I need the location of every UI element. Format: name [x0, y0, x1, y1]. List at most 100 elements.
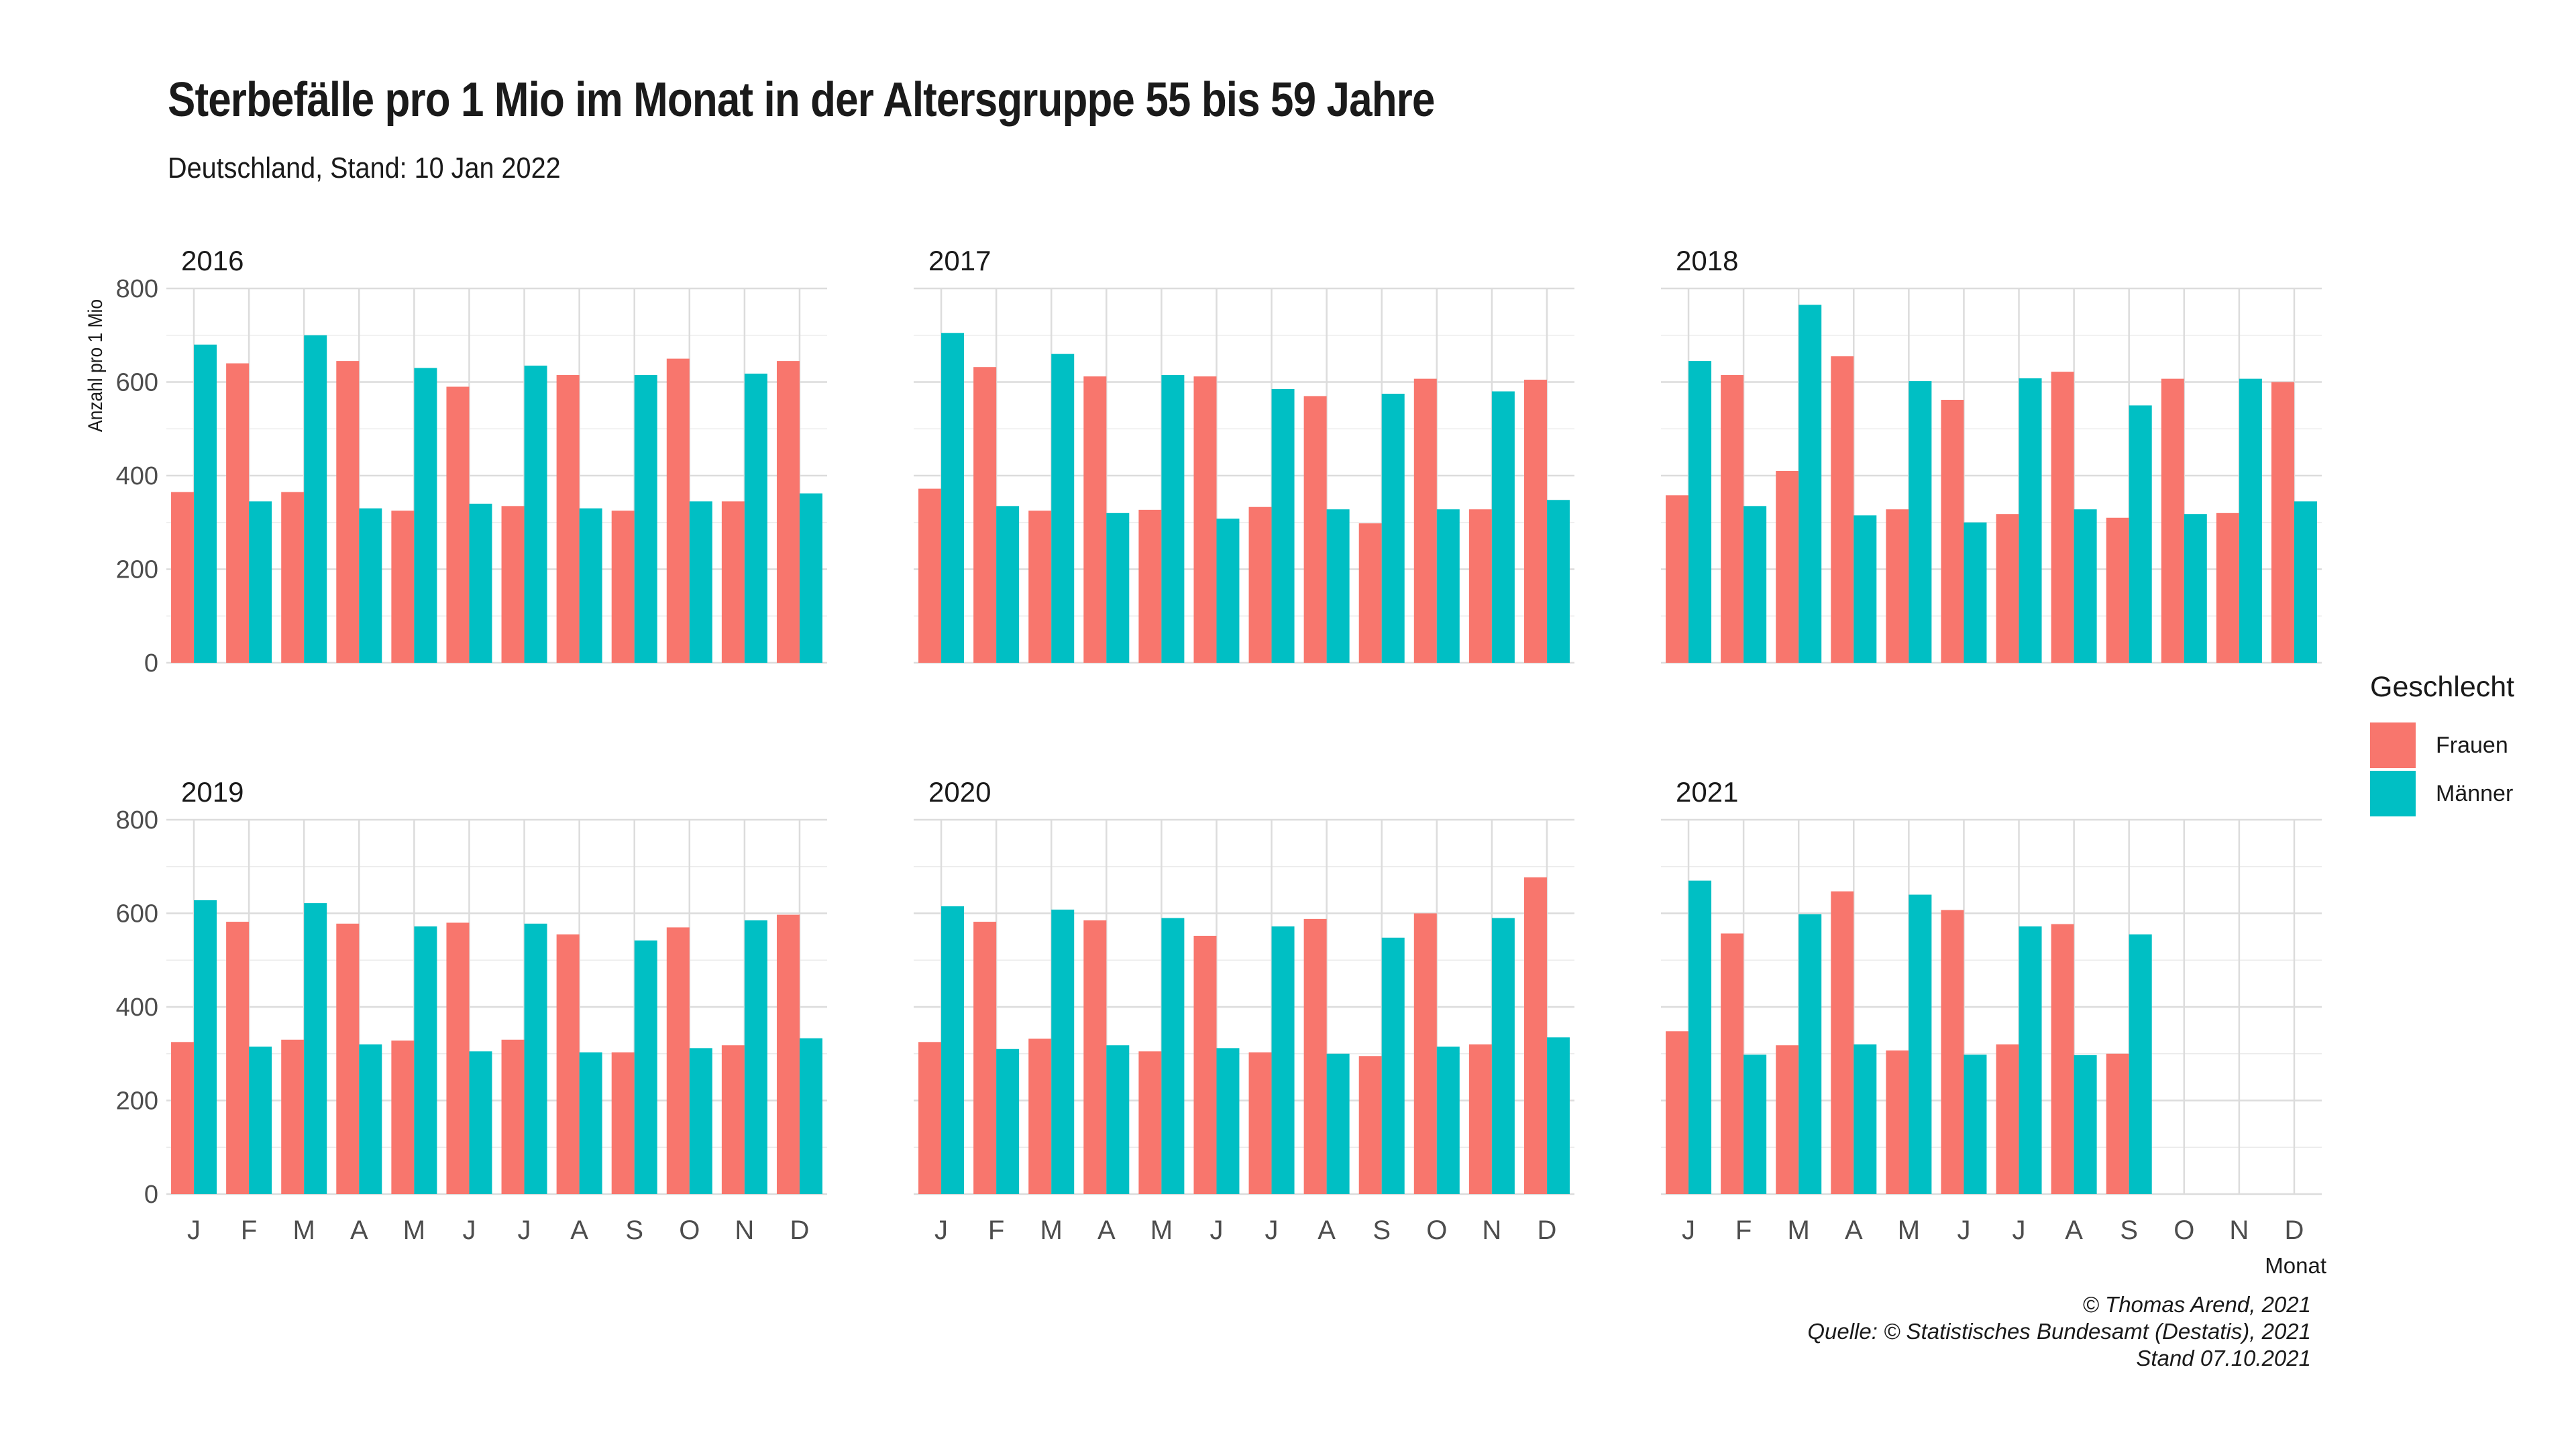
x-tick-label: D	[2285, 1216, 2304, 1245]
legend-label-frauen: Frauen	[2436, 732, 2508, 758]
bar-maenner	[579, 508, 602, 663]
bar-maenner	[1743, 1055, 1767, 1194]
bar-frauen	[1028, 1038, 1052, 1194]
facet-panel-2020: 2020 J F M A M J J A S O N D	[914, 776, 1574, 1245]
x-tick-label: M	[1898, 1216, 1920, 1245]
x-tick-label: M	[293, 1216, 315, 1245]
bar-frauen	[611, 511, 635, 663]
caption-source: Quelle: © Statistisches Bundesamt (Desta…	[1807, 1319, 2311, 1344]
bar-frauen	[446, 386, 470, 663]
bar-frauen	[281, 1039, 305, 1194]
bar-maenner	[1909, 381, 1932, 663]
bar-frauen	[336, 923, 360, 1194]
bar-maenner	[414, 926, 437, 1194]
bar-frauen	[1941, 910, 1964, 1194]
bar-frauen	[226, 363, 250, 663]
bar-maenner	[1381, 937, 1405, 1194]
facet-label: 2016	[181, 245, 244, 276]
bar-maenner	[1326, 1053, 1350, 1194]
x-tick-label: J	[934, 1216, 948, 1245]
y-tick-label: 600	[116, 900, 158, 928]
bar-frauen	[1248, 506, 1272, 663]
x-tick-label: D	[790, 1216, 810, 1245]
x-tick-label: O	[2174, 1216, 2194, 1245]
bar-maenner	[1491, 918, 1515, 1194]
bar-maenner	[2239, 378, 2262, 663]
bar-maenner	[359, 1044, 382, 1194]
bar-frauen	[1666, 495, 1689, 663]
bar-frauen	[918, 1042, 942, 1194]
bar-maenner	[579, 1052, 602, 1194]
bar-frauen	[2051, 372, 2074, 663]
bar-maenner	[1106, 513, 1130, 663]
facet-panel-2017: 2017	[914, 245, 1574, 664]
bar-maenner	[2019, 378, 2042, 663]
x-tick-label: N	[2229, 1216, 2249, 1245]
bar-frauen	[336, 361, 360, 663]
bar-frauen	[1248, 1052, 1272, 1194]
x-tick-label: N	[735, 1216, 754, 1245]
x-tick-label: A	[1318, 1216, 1336, 1245]
y-tick-label: 800	[116, 806, 158, 835]
y-tick-label: 200	[116, 1087, 158, 1116]
bar-maenner	[304, 335, 327, 663]
bar-maenner	[1688, 361, 1712, 663]
facet-label: 2018	[1676, 245, 1738, 276]
bar-frauen	[1523, 877, 1547, 1194]
y-tick-label: 0	[144, 1181, 158, 1209]
x-tick-label: M	[1788, 1216, 1810, 1245]
bar-maenner	[1799, 305, 1822, 663]
chart-title: Sterbefälle pro 1 Mio im Monat in der Al…	[168, 73, 1435, 127]
legend-title: Geschlecht	[2370, 671, 2515, 703]
bar-maenner	[1854, 515, 1877, 663]
bar-maenner	[194, 900, 217, 1194]
bar-frauen	[721, 501, 745, 663]
bar-maenner	[1216, 519, 1240, 663]
bar-frauen	[1776, 471, 1799, 663]
bar-frauen	[171, 1042, 195, 1194]
x-tick-label: F	[241, 1216, 257, 1245]
bar-frauen	[446, 922, 470, 1194]
legend-item-maenner: Männer	[2370, 769, 2514, 818]
bar-frauen	[1028, 511, 1052, 663]
bar-frauen	[1666, 1031, 1689, 1194]
x-tick-label: A	[2065, 1216, 2083, 1245]
facet-panels: 2016 0 200 400 600 800 2017 2018 2019 0 200 400 600 8…	[116, 245, 2322, 1245]
bar-maenner	[249, 1046, 272, 1194]
bar-maenner	[1964, 1055, 1987, 1194]
bar-frauen	[391, 511, 415, 663]
x-tick-label: O	[679, 1216, 700, 1245]
bar-maenner	[744, 373, 767, 663]
bar-maenner	[1743, 506, 1767, 663]
bar-maenner	[689, 1048, 712, 1194]
facet-label: 2020	[928, 776, 991, 808]
bar-maenner	[1161, 918, 1185, 1194]
y-axis-label: Anzahl pro 1 Mio	[83, 299, 106, 432]
x-tick-label: A	[570, 1216, 588, 1245]
bar-frauen	[1358, 1056, 1382, 1194]
bar-frauen	[666, 358, 690, 663]
bar-maenner	[2184, 514, 2207, 663]
bar-maenner	[1051, 909, 1075, 1194]
bar-frauen	[611, 1052, 635, 1194]
bar-maenner	[304, 903, 327, 1194]
bar-frauen	[1886, 509, 1909, 663]
bar-maenner	[359, 508, 382, 663]
bar-maenner	[524, 366, 547, 663]
bar-frauen	[2161, 378, 2184, 663]
legend: Geschlecht Frauen Männer	[2370, 671, 2514, 818]
caption-copyright: © Thomas Arend, 2021	[2082, 1292, 2311, 1317]
bar-maenner	[414, 368, 437, 663]
bar-maenner	[996, 506, 1020, 663]
bar-frauen	[226, 922, 250, 1194]
legend-key-frauen	[2370, 722, 2416, 768]
facet-panel-2016: 2016 0 200 400 600 800	[116, 245, 827, 678]
bar-frauen	[1413, 913, 1437, 1194]
caption-date: Stand 07.10.2021	[2136, 1346, 2311, 1371]
x-tick-label: J	[1210, 1216, 1223, 1245]
bar-frauen	[918, 488, 942, 663]
bar-maenner	[2129, 934, 2152, 1194]
bar-frauen	[1303, 396, 1327, 663]
bar-maenner	[1216, 1048, 1240, 1194]
